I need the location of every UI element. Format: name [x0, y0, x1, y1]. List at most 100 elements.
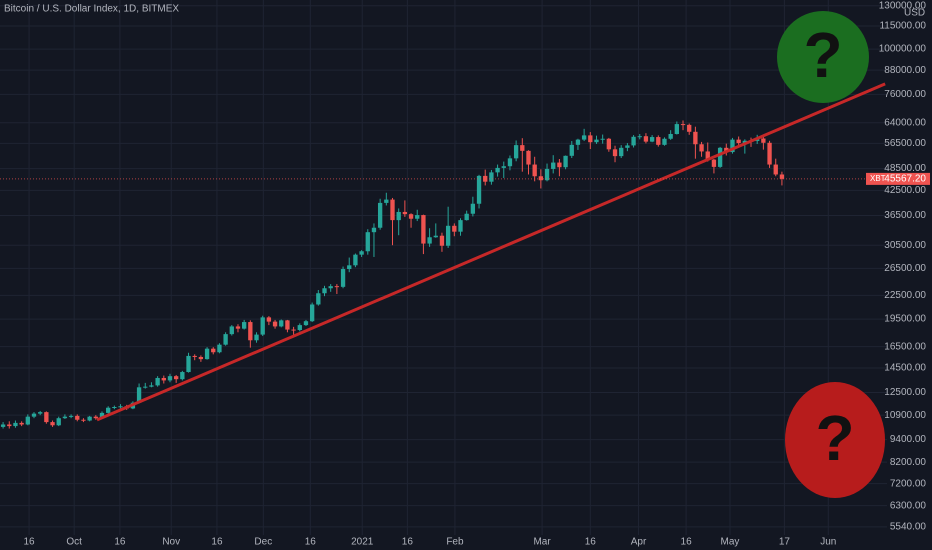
candle-body [625, 145, 630, 148]
candle-body [347, 265, 352, 270]
candle-body [680, 124, 686, 126]
y-tick-label: 22500.00 [884, 290, 926, 301]
y-tick-label: 130000.00 [879, 0, 927, 11]
candle-body [204, 348, 210, 360]
x-tick-label: Oct [66, 537, 82, 548]
candle-body [606, 138, 612, 150]
candle-body [433, 235, 438, 238]
candle-body [68, 415, 74, 417]
x-tick-label: Nov [162, 537, 180, 548]
candle-body [458, 220, 463, 232]
x-tick-label: Jun [820, 537, 836, 548]
candle-body [260, 317, 265, 335]
x-tick-label: Apr [631, 537, 647, 548]
red-circle [785, 382, 885, 498]
candle-body [575, 139, 581, 145]
candle-body [588, 135, 593, 143]
candle-body [254, 334, 259, 341]
candle-body [563, 155, 568, 168]
candle-body [56, 418, 61, 426]
y-tick-label: 88000.00 [884, 65, 926, 76]
y-tick-label: 64000.00 [884, 117, 926, 128]
candle-body [687, 124, 692, 132]
question-mark: ? [815, 402, 854, 474]
candle-body [402, 211, 408, 215]
candle-body [316, 293, 321, 305]
candle-body [637, 136, 642, 138]
candle-body [699, 144, 704, 152]
candle-body [390, 199, 395, 221]
x-tick-label: 16 [681, 537, 693, 548]
candle-body [520, 145, 525, 151]
candle-body [569, 144, 574, 156]
candle-body [87, 416, 92, 421]
x-tick-label: 16 [211, 537, 223, 548]
candle-body [136, 387, 142, 403]
y-tick-label: 14500.00 [884, 363, 926, 374]
y-tick-label: 8200.00 [890, 457, 927, 468]
y-tick-label: 36500.00 [884, 210, 926, 221]
candle-body [767, 142, 772, 165]
candle-body [384, 199, 389, 203]
candle-body [248, 322, 253, 341]
candle-body [724, 147, 729, 153]
candle-body [291, 329, 296, 331]
candle-body [303, 321, 309, 326]
candle-body [779, 174, 785, 179]
candle-body [445, 225, 451, 246]
candle-body [538, 176, 544, 181]
candle-body [13, 422, 18, 427]
candle-body [340, 269, 346, 287]
candle-body [631, 136, 636, 146]
candle-body [192, 355, 197, 357]
y-tick-label: 76000.00 [884, 89, 926, 100]
y-tick-label: 115000.00 [879, 21, 926, 32]
trendline [96, 82, 886, 422]
x-tick-label: Mar [533, 537, 551, 548]
candle-body [353, 254, 358, 266]
candle-body [50, 422, 55, 426]
candle-body [38, 412, 43, 414]
y-tick-label: 7200.00 [890, 478, 927, 489]
x-tick-label: Feb [446, 537, 464, 548]
candle-body [174, 376, 179, 380]
candle-body [489, 172, 494, 182]
time-axis [0, 535, 932, 550]
candle-body [761, 138, 766, 143]
candle-body [322, 288, 327, 294]
candle-body [167, 376, 173, 381]
candle-body [359, 251, 364, 255]
candle-body [25, 416, 30, 425]
candle-body [75, 415, 80, 420]
candles [0, 82, 887, 429]
candle-body [643, 136, 649, 142]
candle-body [241, 322, 247, 329]
candle-body [551, 162, 556, 169]
y-tick-label: 19500.00 [884, 314, 926, 325]
green-circle [777, 11, 869, 103]
candle-body [507, 158, 513, 167]
candle-body [62, 416, 68, 419]
candle-body [668, 133, 673, 139]
candle-body [532, 164, 537, 177]
candle-body [279, 320, 284, 327]
candle-body [730, 139, 735, 153]
x-tick-label: 16 [402, 537, 414, 548]
x-tick-label: 2021 [351, 537, 374, 548]
candle-body [161, 377, 166, 381]
y-tick-label: 16500.00 [884, 341, 926, 352]
candle-body [544, 168, 550, 181]
candle-body [235, 326, 241, 329]
y-tick-label: 12500.00 [884, 387, 926, 398]
candle-body [674, 124, 680, 134]
candle-body [198, 356, 204, 360]
candle-body [594, 139, 599, 143]
candle-body [211, 348, 216, 353]
candle-body [736, 139, 741, 144]
candle-body [557, 162, 562, 168]
candle-body [476, 175, 482, 204]
candle-body [0, 424, 6, 427]
candle-body [44, 412, 49, 423]
last-price-label: 45567.20 [884, 174, 926, 185]
